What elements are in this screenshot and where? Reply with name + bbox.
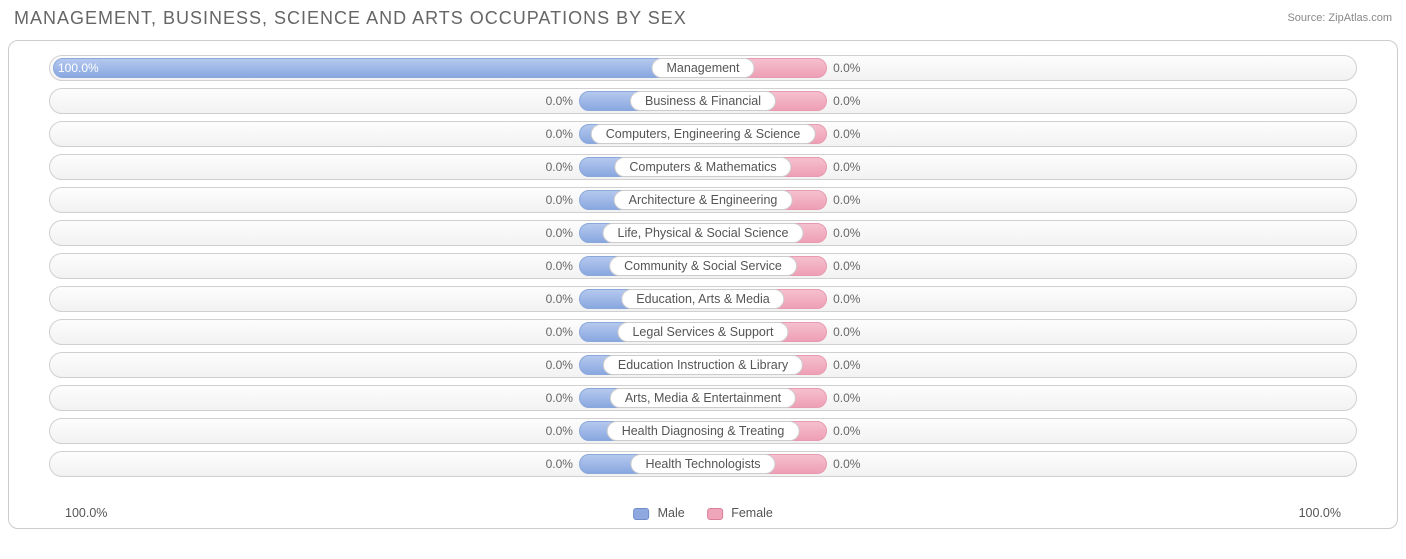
bar-row: Business & Financial 0.0% 0.0%: [49, 88, 1357, 114]
bar-row: Education, Arts & Media 0.0% 0.0%: [49, 286, 1357, 312]
female-pct-label: 0.0%: [833, 325, 860, 339]
male-pct-label: 0.0%: [546, 292, 573, 306]
bar-row: Life, Physical & Social Science 0.0% 0.0%: [49, 220, 1357, 246]
female-pct-label: 0.0%: [833, 226, 860, 240]
female-pct-label: 0.0%: [833, 61, 860, 75]
bar-row: Management 100.0% 0.0%: [49, 55, 1357, 81]
row-category-label: Architecture & Engineering: [614, 190, 793, 210]
row-category-label: Business & Financial: [630, 91, 776, 111]
male-pct-label: 0.0%: [546, 259, 573, 273]
female-pct-label: 0.0%: [833, 457, 860, 471]
axis-left-label: 100.0%: [65, 506, 107, 520]
row-category-label: Community & Social Service: [609, 256, 797, 276]
row-category-label: Health Diagnosing & Treating: [607, 421, 800, 441]
bar-row: Community & Social Service 0.0% 0.0%: [49, 253, 1357, 279]
row-category-label: Computers, Engineering & Science: [591, 124, 816, 144]
female-pct-label: 0.0%: [833, 160, 860, 174]
row-category-label: Arts, Media & Entertainment: [610, 388, 796, 408]
row-category-label: Health Technologists: [630, 454, 775, 474]
male-pct-label: 100.0%: [58, 61, 99, 75]
male-pct-label: 0.0%: [546, 391, 573, 405]
legend-male-swatch: [633, 508, 649, 520]
legend-female-swatch: [707, 508, 723, 520]
male-pct-label: 0.0%: [546, 160, 573, 174]
bar-row: Computers, Engineering & Science 0.0% 0.0%: [49, 121, 1357, 147]
legend-female-label: Female: [731, 506, 773, 520]
male-pct-label: 0.0%: [546, 226, 573, 240]
row-category-label: Computers & Mathematics: [614, 157, 791, 177]
legend-male: Male: [633, 506, 685, 520]
bar-row: Architecture & Engineering 0.0% 0.0%: [49, 187, 1357, 213]
bar-row: Computers & Mathematics 0.0% 0.0%: [49, 154, 1357, 180]
bar-row: Health Diagnosing & Treating 0.0% 0.0%: [49, 418, 1357, 444]
source-attribution: Source: ZipAtlas.com: [1287, 12, 1392, 24]
male-pct-label: 0.0%: [546, 94, 573, 108]
chart-title: MANAGEMENT, BUSINESS, SCIENCE AND ARTS O…: [14, 8, 687, 29]
legend: Male Female: [633, 506, 773, 520]
bar-row: Health Technologists 0.0% 0.0%: [49, 451, 1357, 477]
bar-row: Education Instruction & Library 0.0% 0.0%: [49, 352, 1357, 378]
male-pct-label: 0.0%: [546, 325, 573, 339]
male-pct-label: 0.0%: [546, 358, 573, 372]
female-pct-label: 0.0%: [833, 127, 860, 141]
legend-female: Female: [707, 506, 773, 520]
male-pct-label: 0.0%: [546, 127, 573, 141]
female-pct-label: 0.0%: [833, 94, 860, 108]
male-pct-label: 0.0%: [546, 424, 573, 438]
row-category-label: Legal Services & Support: [617, 322, 788, 342]
bar-row: Legal Services & Support 0.0% 0.0%: [49, 319, 1357, 345]
legend-male-label: Male: [658, 506, 685, 520]
chart-area: Management100.0%0.0%Business & Financial…: [8, 40, 1398, 529]
male-bar: [53, 58, 703, 78]
female-pct-label: 0.0%: [833, 193, 860, 207]
male-pct-label: 0.0%: [546, 457, 573, 471]
row-category-label: Education, Arts & Media: [621, 289, 784, 309]
axis-right-label: 100.0%: [1299, 506, 1341, 520]
row-category-label: Life, Physical & Social Science: [603, 223, 804, 243]
bar-row: Arts, Media & Entertainment 0.0% 0.0%: [49, 385, 1357, 411]
row-category-label: Management: [652, 58, 755, 78]
female-pct-label: 0.0%: [833, 424, 860, 438]
female-pct-label: 0.0%: [833, 391, 860, 405]
chart-container: MANAGEMENT, BUSINESS, SCIENCE AND ARTS O…: [0, 0, 1406, 559]
female-pct-label: 0.0%: [833, 259, 860, 273]
female-pct-label: 0.0%: [833, 358, 860, 372]
male-pct-label: 0.0%: [546, 193, 573, 207]
female-pct-label: 0.0%: [833, 292, 860, 306]
bar-rows: Management100.0%0.0%Business & Financial…: [49, 55, 1357, 477]
row-category-label: Education Instruction & Library: [603, 355, 803, 375]
